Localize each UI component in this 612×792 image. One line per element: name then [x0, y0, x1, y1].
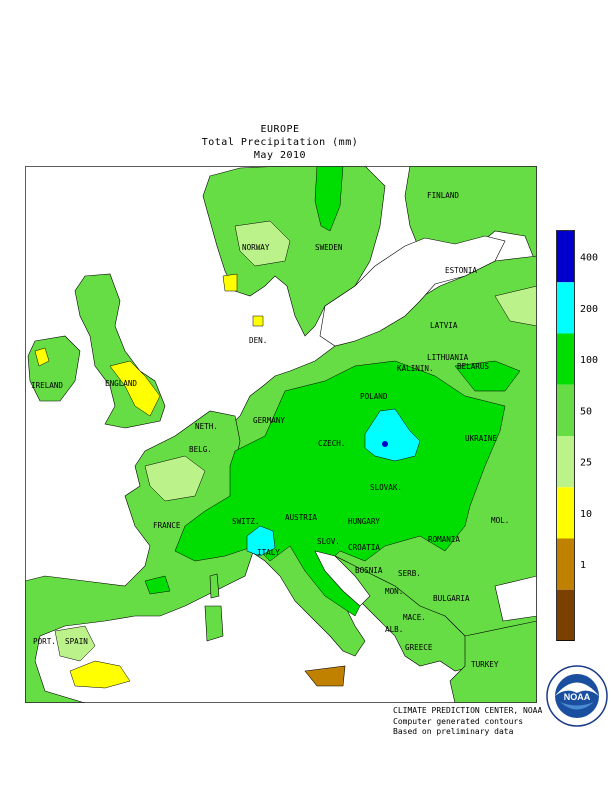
label-slovakia: SLOVAK.: [370, 483, 402, 492]
legend-band: [557, 282, 574, 334]
label-turkey: TURKEY: [471, 660, 499, 669]
precip-10-25-england: [109, 360, 161, 417]
label-finland: FINLAND: [427, 191, 459, 200]
legend-tick-label: 25: [580, 458, 592, 469]
label-ukraine: UKRAINE: [465, 434, 497, 443]
label-austria: AUSTRIA: [285, 513, 317, 522]
black-sea: [494, 575, 537, 622]
label-greece: GREECE: [405, 643, 433, 652]
precip-25-50-northeast: [494, 285, 537, 327]
footer-source: CLIMATE PREDICTION CENTER, NOAA: [393, 706, 543, 715]
sicily-landmass: [304, 665, 346, 687]
legend-tick-labels: 400 200 100 50 25 10 1: [580, 253, 598, 572]
label-france: FRANCE: [153, 521, 181, 530]
legend-tick-label: 1: [580, 560, 586, 571]
legend-band: [557, 436, 574, 488]
turkey-landmass: [449, 620, 537, 703]
label-latvia: LATVIA: [430, 321, 458, 330]
label-norway: NORWAY: [242, 243, 270, 252]
label-portugal: PORT.: [33, 637, 56, 646]
legend-tick-label: 50: [580, 406, 592, 417]
footer-method: Computer generated contours: [393, 716, 524, 726]
map-title-block: EUROPE Total Precipitation (mm) May 2010: [0, 123, 560, 162]
precip-100-200-spain-blob: [144, 575, 171, 595]
adriatic-sea: [314, 550, 371, 607]
label-albania: ALB.: [385, 625, 403, 634]
country-labels: FINLAND NORWAY SWEDEN ESTONIA LATVIA LIT…: [31, 191, 509, 669]
label-estonia: ESTONIA: [445, 266, 477, 275]
precip-100-200-sweden: [314, 166, 344, 232]
map-border: [25, 166, 537, 703]
precip-10-25-norway: [222, 273, 238, 292]
baltic-sea: [319, 235, 506, 347]
precip-400-plus-dot: [382, 441, 388, 447]
label-macedonia: MACE.: [403, 613, 426, 622]
label-sweden: SWEDEN: [315, 243, 343, 252]
label-moldova: MOL.: [491, 516, 509, 525]
label-czech: CZECH.: [318, 439, 345, 448]
label-hungary: HUNGARY: [348, 517, 380, 526]
region-title: EUROPE: [260, 124, 300, 135]
precip-25-50-iberia: [54, 625, 96, 662]
legend-bands: [557, 231, 574, 641]
precip-10-25-ireland: [34, 347, 50, 367]
precipitation-legend: 400 200 100 50 25 10 1: [556, 230, 598, 641]
legend-band: [557, 333, 574, 385]
label-switzerland: SWITZ.: [232, 517, 259, 526]
precip-10-25-spain: [69, 660, 131, 689]
variable-title: Total Precipitation (mm): [201, 137, 359, 148]
label-belarus: BELARUS: [457, 362, 489, 371]
corsica-landmass: [209, 573, 220, 599]
precip-200-400-italy: [246, 525, 276, 557]
label-croatia: CROATIA: [348, 543, 380, 552]
scandinavia-landmass: [202, 166, 386, 337]
precip-100-200-zone: [174, 360, 506, 617]
sardinia-landmass: [204, 605, 224, 642]
precip-25-50-norway: [234, 220, 291, 267]
footer-note: Based on preliminary data: [393, 727, 514, 736]
label-spain: SPAIN: [65, 637, 88, 646]
legend-tick-label: 200: [580, 304, 598, 315]
precip-100-200-latvia-blob: [454, 360, 521, 392]
label-italy: ITALY: [257, 548, 280, 557]
legend-border: [556, 230, 575, 641]
precip-25-50-france: [144, 455, 206, 502]
label-bosnia: BOSNIA: [355, 566, 383, 575]
legend-band: [557, 589, 574, 641]
label-belgium: BELG.: [189, 445, 212, 454]
label-lithuania: LITHUANIA: [427, 353, 469, 362]
label-poland: POLAND: [360, 392, 388, 401]
legend-band: [557, 487, 574, 539]
period-title: May 2010: [253, 150, 307, 161]
label-ireland: IRELAND: [31, 381, 63, 390]
label-england: ENGLAND: [105, 379, 137, 388]
legend-tick-label: 100: [580, 355, 598, 366]
label-bulgaria: BULGARIA: [433, 594, 470, 603]
label-kalinin: KALININ.: [397, 364, 434, 373]
noaa-logo-text: NOAA: [564, 692, 591, 702]
precipitation-map: FINLAND NORWAY SWEDEN ESTONIA LATVIA LIT…: [25, 166, 537, 703]
label-netherlands: NETH.: [195, 422, 218, 431]
map-footer: CLIMATE PREDICTION CENTER, NOAA Computer…: [393, 706, 542, 738]
label-romania: ROMANIA: [428, 535, 460, 544]
label-slovenia: SLOV.: [317, 537, 340, 546]
legend-band: [557, 384, 574, 436]
label-serbia: SERB.: [398, 569, 421, 578]
noaa-logo-icon: NOAA: [546, 665, 608, 727]
precip-200-400-poland: [364, 408, 421, 462]
legend-tick-label: 10: [580, 509, 592, 520]
label-germany: GERMANY: [253, 416, 285, 425]
precip-10-25-denmark: [252, 315, 264, 327]
legend-band: [557, 231, 574, 283]
label-denmark: DEN.: [249, 336, 267, 345]
label-montenegro: MON.: [385, 587, 403, 596]
legend-band: [557, 538, 574, 590]
legend-tick-label: 400: [580, 253, 598, 264]
